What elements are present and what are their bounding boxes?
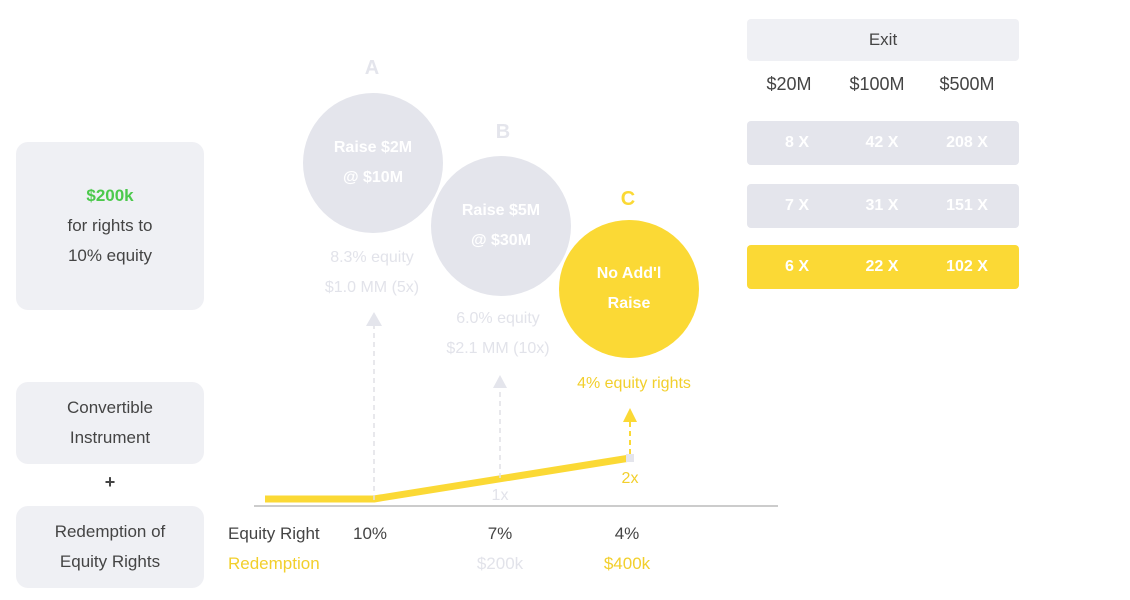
convertible-instrument-card: Convertible Instrument [16, 382, 204, 464]
scenario-b-circle: Raise $5M @ $30M [431, 156, 571, 296]
redemption-label: Redemption [228, 554, 320, 573]
scenario-a-value: $1.0 MM (5x) [324, 279, 420, 296]
instrument-line2: Instrument [69, 428, 151, 447]
redemption-line2: Equity Rights [59, 552, 161, 571]
exit-col-100m: $100M [849, 74, 905, 94]
tick-redemption-400k: $400k [603, 554, 651, 573]
exit-cell: 7 X [784, 197, 809, 214]
instrument-line1: Convertible [67, 398, 153, 417]
scenario-a-circle: Raise $2M @ $10M [303, 93, 443, 233]
scenario-a-line2: @ $10M [342, 169, 404, 186]
exit-cell: 208 X [946, 134, 988, 151]
scenario-b-note: 6.0% equity $2.1 MM (10x) [418, 304, 578, 364]
scenario-c-line2: Raise [607, 295, 651, 312]
exit-cell: 151 X [946, 197, 988, 214]
investment-rights-text: for rights to [67, 216, 153, 235]
redemption-line [265, 454, 631, 503]
exit-row-b: 7 X 31 X 151 X [747, 184, 1019, 228]
scenario-b-equity: 6.0% equity [456, 310, 540, 327]
exit-header: Exit [747, 19, 1019, 61]
exit-cell: 8 X [784, 134, 809, 151]
redemption-card: Redemption of Equity Rights [16, 506, 204, 588]
arrow-c-head [623, 408, 637, 422]
exit-row-c: 6 X 22 X 102 X [747, 245, 1019, 289]
investment-equity-text: 10% equity [67, 246, 153, 265]
scenario-c-line1: No Add'l [596, 265, 662, 282]
exit-col-20m: $20M [766, 74, 812, 94]
scenario-a-note: 8.3% equity $1.0 MM (5x) [292, 243, 452, 303]
scenario-b-line1: Raise $5M [461, 202, 541, 219]
exit-row-a: 8 X 42 X 208 X [747, 121, 1019, 165]
exit-cell: 22 X [865, 258, 899, 275]
tick-redemption-200k: $200k [476, 554, 524, 573]
tick-equity-4: 4% [614, 524, 640, 543]
arrow-b-head [493, 375, 507, 388]
investment-card: $200k for rights to 10% equity [16, 142, 204, 310]
scenario-a-letter: A [364, 57, 380, 79]
scenario-c-equity: 4% equity rights [577, 375, 691, 392]
investment-amount: $200k [86, 186, 134, 205]
equity-right-label: Equity Right [228, 524, 320, 543]
scenario-b-line2: @ $30M [470, 232, 532, 249]
multiple-2x: 2x [621, 470, 639, 487]
exit-cell: 102 X [946, 258, 988, 275]
tick-equity-10: 10% [352, 524, 388, 543]
scenario-a-equity: 8.3% equity [330, 249, 414, 266]
redemption-end-marker [626, 454, 634, 462]
scenario-c-letter: C [620, 188, 636, 210]
tick-equity-7: 7% [487, 524, 513, 543]
multiple-1x: 1x [491, 487, 509, 504]
exit-cell: 31 X [865, 197, 899, 214]
exit-col-500m: $500M [939, 74, 995, 94]
exit-cell: 6 X [784, 258, 809, 275]
scenario-c-circle: No Add'l Raise [559, 220, 699, 358]
redemption-line1: Redemption of [54, 522, 166, 541]
plus-sign: + [104, 472, 116, 492]
arrow-a-head [366, 312, 382, 326]
exit-cell: 42 X [865, 134, 899, 151]
scenario-a-line1: Raise $2M [333, 139, 413, 156]
scenario-b-value: $2.1 MM (10x) [446, 340, 550, 357]
scenario-b-letter: B [495, 121, 511, 143]
